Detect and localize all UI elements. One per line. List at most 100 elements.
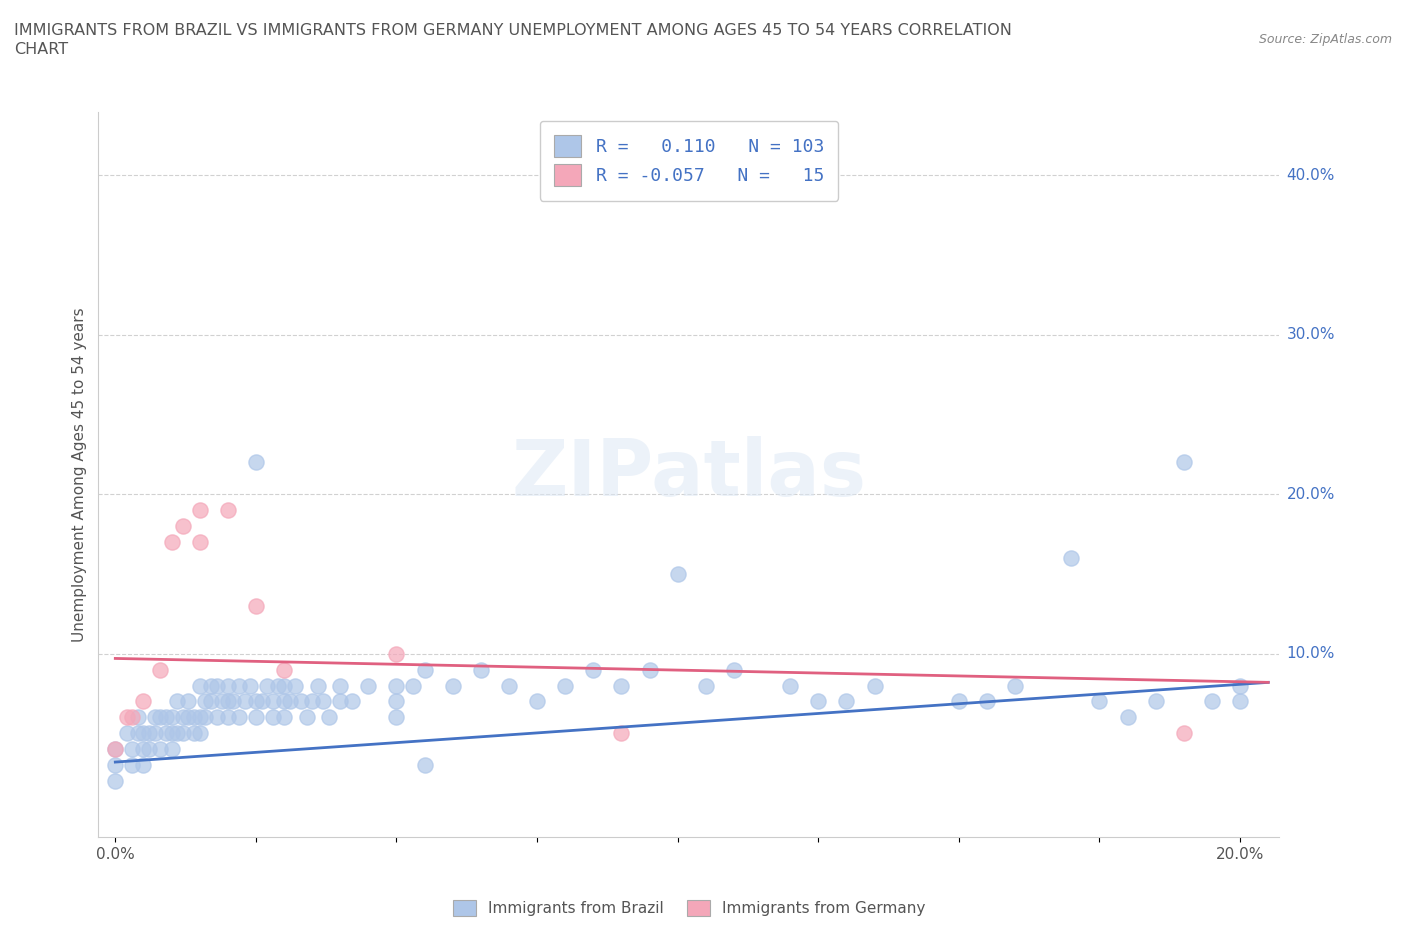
Point xyxy=(188,535,211,550)
Point xyxy=(104,742,127,757)
Point xyxy=(582,662,605,677)
Point xyxy=(301,694,323,709)
Point xyxy=(666,566,689,581)
Point xyxy=(177,710,200,724)
Point xyxy=(188,678,211,693)
Point xyxy=(385,694,408,709)
Point xyxy=(155,726,177,741)
Point xyxy=(1229,694,1251,709)
Text: 20.0%: 20.0% xyxy=(1286,486,1334,501)
Point xyxy=(160,535,183,550)
Point xyxy=(217,710,239,724)
Point xyxy=(172,726,194,741)
Point xyxy=(177,694,200,709)
Point xyxy=(976,694,998,709)
Point xyxy=(233,694,256,709)
Point xyxy=(1173,726,1195,741)
Point xyxy=(183,726,205,741)
Point xyxy=(149,710,172,724)
Point xyxy=(149,742,172,757)
Text: 40.0%: 40.0% xyxy=(1286,168,1334,183)
Point xyxy=(188,503,211,518)
Point xyxy=(357,678,380,693)
Point xyxy=(160,742,183,757)
Point xyxy=(340,694,363,709)
Point xyxy=(160,726,183,741)
Text: CHART: CHART xyxy=(14,42,67,57)
Point xyxy=(127,710,149,724)
Point xyxy=(200,678,222,693)
Text: IMMIGRANTS FROM BRAZIL VS IMMIGRANTS FROM GERMANY UNEMPLOYMENT AMONG AGES 45 TO : IMMIGRANTS FROM BRAZIL VS IMMIGRANTS FRO… xyxy=(14,23,1012,38)
Point xyxy=(115,726,138,741)
Point xyxy=(695,678,717,693)
Point xyxy=(217,694,239,709)
Point xyxy=(1144,694,1167,709)
Point xyxy=(723,662,745,677)
Point xyxy=(835,694,858,709)
Point xyxy=(1116,710,1139,724)
Point xyxy=(1004,678,1026,693)
Point xyxy=(143,710,166,724)
Point xyxy=(307,678,329,693)
Point xyxy=(554,678,576,693)
Point xyxy=(1088,694,1111,709)
Point xyxy=(318,710,340,724)
Point xyxy=(188,726,211,741)
Point xyxy=(1060,551,1083,565)
Point xyxy=(104,742,127,757)
Point xyxy=(132,726,155,741)
Text: 10.0%: 10.0% xyxy=(1286,646,1334,661)
Point xyxy=(172,519,194,534)
Point xyxy=(132,742,155,757)
Point xyxy=(121,710,143,724)
Point xyxy=(498,678,520,693)
Point xyxy=(290,694,312,709)
Point xyxy=(385,646,408,661)
Point xyxy=(183,710,205,724)
Point xyxy=(138,742,160,757)
Point xyxy=(211,694,233,709)
Point xyxy=(413,758,436,773)
Point xyxy=(441,678,464,693)
Point xyxy=(194,710,217,724)
Point xyxy=(295,710,318,724)
Point xyxy=(470,662,492,677)
Point xyxy=(385,710,408,724)
Point xyxy=(115,710,138,724)
Point xyxy=(205,678,228,693)
Point xyxy=(385,678,408,693)
Point xyxy=(807,694,830,709)
Point xyxy=(863,678,886,693)
Point xyxy=(228,678,250,693)
Y-axis label: Unemployment Among Ages 45 to 54 years: Unemployment Among Ages 45 to 54 years xyxy=(72,307,87,642)
Point xyxy=(526,694,548,709)
Point xyxy=(104,774,127,789)
Point xyxy=(245,710,267,724)
Point xyxy=(948,694,970,709)
Point xyxy=(402,678,425,693)
Point xyxy=(222,694,245,709)
Point xyxy=(250,694,273,709)
Point xyxy=(267,678,290,693)
Point xyxy=(217,503,239,518)
Point xyxy=(245,455,267,470)
Point xyxy=(329,694,352,709)
Point xyxy=(273,710,295,724)
Point xyxy=(273,662,295,677)
Point xyxy=(610,678,633,693)
Point xyxy=(262,710,284,724)
Point xyxy=(228,710,250,724)
Text: ZIPatlas: ZIPatlas xyxy=(512,436,866,512)
Point xyxy=(188,710,211,724)
Point xyxy=(194,694,217,709)
Point xyxy=(312,694,335,709)
Point xyxy=(217,678,239,693)
Text: 30.0%: 30.0% xyxy=(1286,327,1334,342)
Point xyxy=(155,710,177,724)
Point xyxy=(273,678,295,693)
Point xyxy=(273,694,295,709)
Point xyxy=(132,758,155,773)
Point xyxy=(610,726,633,741)
Point xyxy=(284,678,307,693)
Point xyxy=(256,678,278,693)
